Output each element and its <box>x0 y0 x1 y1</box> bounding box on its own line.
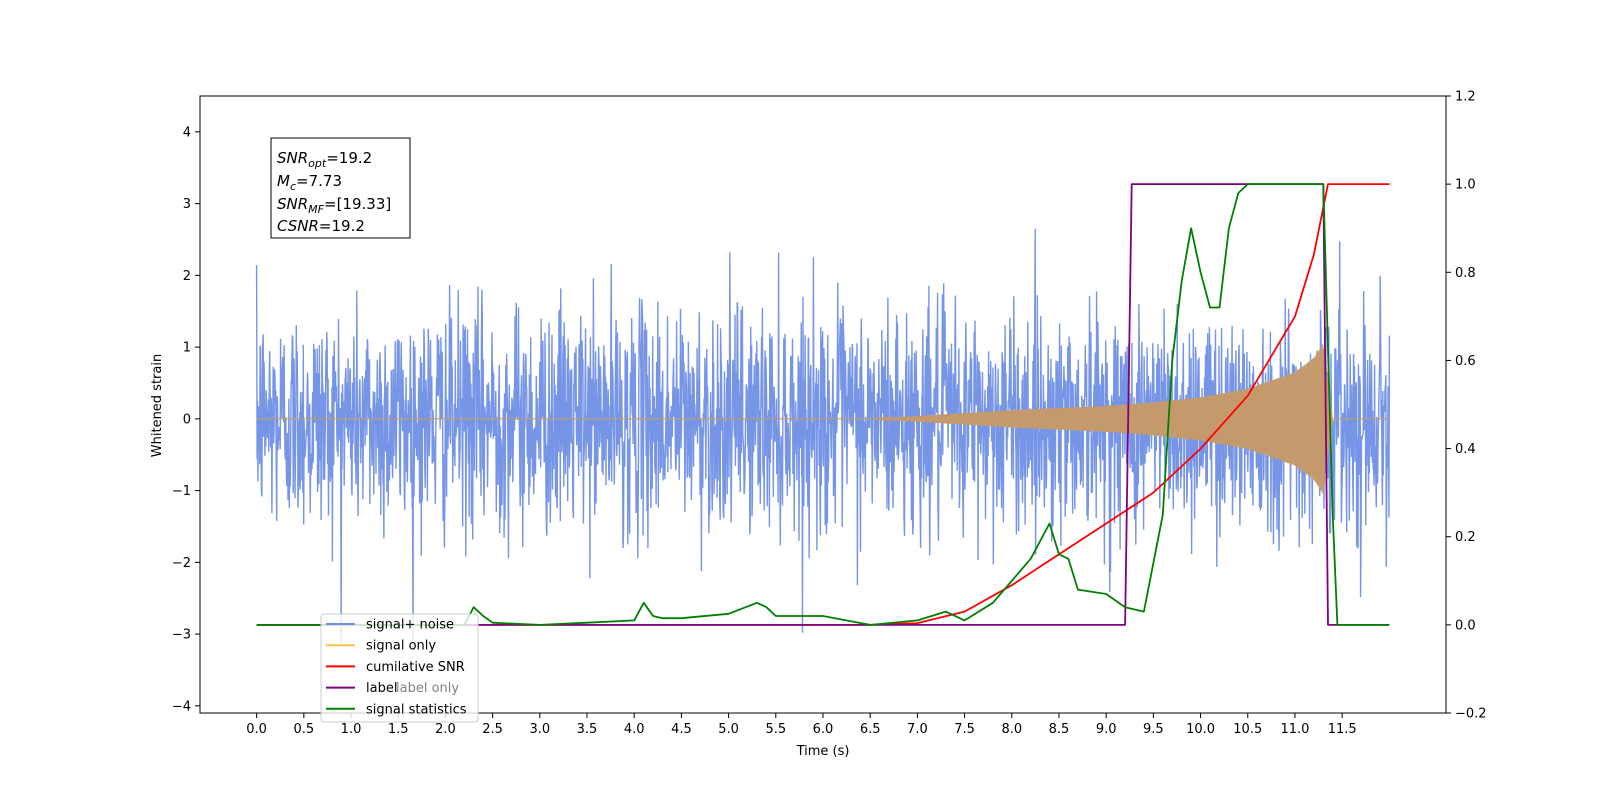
annotation-line-snr-opt: SNRopt=19.2 <box>277 149 372 170</box>
annotation-main: SNR <box>277 149 308 167</box>
annotation-main: SNR <box>277 195 308 213</box>
y-tick-label: −3 <box>172 628 191 643</box>
series-signal-only <box>256 344 1390 495</box>
x-tick-label: 3.5 <box>577 722 598 737</box>
x-tick-label: 5.5 <box>765 722 786 737</box>
y-tick-label: 3 <box>183 197 191 212</box>
annotation-sub: c <box>290 180 296 193</box>
y2-tick-label: 0.2 <box>1455 530 1476 545</box>
annotation-frame <box>270 137 411 239</box>
series-signal-statistics <box>256 183 1390 626</box>
annotation-line-mc: Mc=7.73 <box>277 172 342 193</box>
x-tick-label: 4.0 <box>624 722 645 737</box>
x-axis-title: Time (s) <box>796 744 850 759</box>
y2-tick-label: 1.0 <box>1455 178 1476 193</box>
legend-label: cumilative SNR <box>366 660 465 675</box>
x-tick-label: 5.0 <box>718 722 739 737</box>
y2-tick-label: 1.2 <box>1455 90 1476 105</box>
legend-label: signal statistics <box>366 702 467 717</box>
annotation-value: =7.73 <box>296 172 342 190</box>
y-tick-label: 4 <box>183 125 191 140</box>
annotation-main: M <box>277 172 290 190</box>
annotation-sub: opt <box>308 157 327 170</box>
legend-label: signal only <box>366 639 436 654</box>
y2-tick-label: 0.8 <box>1455 266 1476 281</box>
y-tick-label: 0 <box>183 412 191 427</box>
y2-tick-label: −0.2 <box>1455 707 1487 722</box>
y-tick-label: −2 <box>172 556 191 571</box>
legend-entry: signal+ noise <box>326 618 454 633</box>
legend-entry: signal only <box>326 639 436 654</box>
annotation-line-snr-mf: SNRMF=[19.33] <box>277 195 391 216</box>
y2-tick-label: 0.0 <box>1455 618 1476 633</box>
x-tick-label: 7.0 <box>907 722 928 737</box>
legend-frame <box>320 613 479 723</box>
y-tick-label: 2 <box>183 269 191 284</box>
x-tick-label: 11.5 <box>1328 722 1357 737</box>
x-tick-label: 10.5 <box>1233 722 1262 737</box>
x-tick-label: 9.5 <box>1143 722 1164 737</box>
legend-label: label <box>366 681 397 696</box>
x-tick-label: 1.5 <box>388 722 409 737</box>
x-tick-label: 9.0 <box>1096 722 1117 737</box>
annotation-main: CSNR <box>277 217 319 235</box>
y2-tick-label: 0.6 <box>1455 354 1476 369</box>
x-tick-label: 10.0 <box>1186 722 1215 737</box>
x-tick-label: 11.0 <box>1280 722 1309 737</box>
y-tick-label: −4 <box>172 699 191 714</box>
x-tick-label: 0.5 <box>293 722 314 737</box>
annotation-line-csnr: CSNR=19.2 <box>277 217 365 235</box>
x-tick-label: 2.0 <box>435 722 456 737</box>
x-tick-label: 8.5 <box>1049 722 1070 737</box>
y-axis-title: Whitened strain <box>150 354 165 457</box>
x-tick-label: 3.0 <box>529 722 550 737</box>
legend-hidden-text: label only <box>396 681 459 696</box>
x-tick-label: 7.5 <box>954 722 975 737</box>
annotation-value: =[19.33] <box>324 195 391 213</box>
x-tick-label: 8.0 <box>1001 722 1022 737</box>
annotation-sub: MF <box>308 203 324 216</box>
y-tick-label: −1 <box>172 484 191 499</box>
x-tick-label: 0.0 <box>246 722 267 737</box>
annotation-box: SNRopt=19.2 Mc=7.73 SNRMF=[19.33] CSNR=1… <box>270 137 411 239</box>
x-tick-label: 4.5 <box>671 722 692 737</box>
legend: signal+ noise signal only cumilative SNR la… <box>320 613 479 723</box>
legend-entry: label <box>326 681 397 696</box>
y-tick-label: 1 <box>183 341 191 356</box>
x-tick-label: 2.5 <box>482 722 503 737</box>
y2-tick-label: 0.4 <box>1455 442 1476 457</box>
annotation-value: =19.2 <box>319 217 365 235</box>
x-tick-label: 1.0 <box>341 722 362 737</box>
x-tick-label: 6.5 <box>860 722 881 737</box>
x-tick-label: 6.0 <box>813 722 834 737</box>
annotation-value: =19.2 <box>326 149 372 167</box>
legend-entry: signal statistics <box>326 702 467 717</box>
legend-label: signal+ noise <box>366 618 454 633</box>
legend-entry: cumilative SNR <box>326 660 465 675</box>
